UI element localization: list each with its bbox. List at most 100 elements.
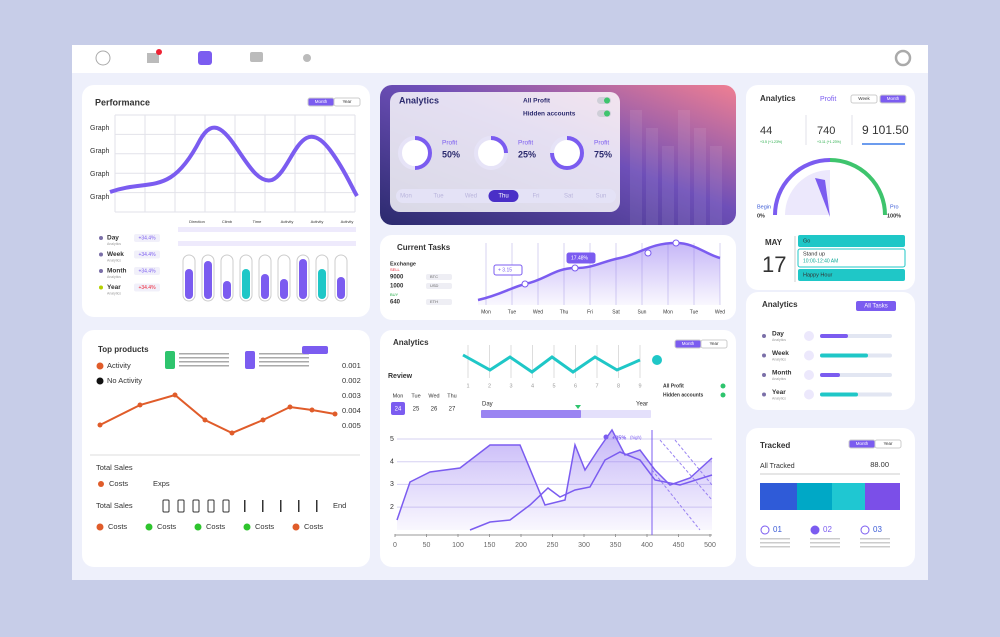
day-label[interactable]: Fri — [533, 194, 540, 200]
tab-label[interactable]: Month — [315, 99, 328, 104]
nav-analytics[interactable] — [198, 51, 212, 65]
panel-subtitle: Profit — [820, 96, 836, 103]
panel-title: Performance — [95, 97, 150, 107]
button[interactable] — [856, 301, 896, 311]
slot-tick — [280, 500, 282, 512]
tab[interactable] — [333, 97, 361, 107]
legend-label: Week — [107, 251, 124, 258]
meter-fill — [261, 274, 269, 299]
tracked-block — [832, 483, 865, 510]
tab[interactable] — [700, 339, 728, 349]
field — [426, 274, 452, 280]
product-line — [179, 357, 229, 359]
gauge-right — [829, 158, 887, 216]
item-line — [860, 542, 890, 544]
tab[interactable] — [874, 439, 902, 449]
date[interactable]: 25 — [413, 407, 420, 413]
ring-label: Profit — [442, 140, 457, 147]
nav-bar — [72, 45, 928, 73]
nav-messages[interactable] — [250, 52, 263, 62]
gauge-needle — [815, 178, 830, 217]
legend-dot — [145, 523, 153, 531]
range-handle — [575, 405, 581, 409]
legend-dot — [99, 236, 103, 240]
tracked-block — [797, 483, 832, 510]
legend-sub: Analytics — [107, 291, 121, 295]
nav-badge — [156, 49, 162, 55]
ring-label: Profit — [594, 140, 609, 147]
meter-fill — [318, 269, 326, 299]
currency: BTC — [430, 274, 438, 279]
slot-tick — [316, 500, 318, 512]
wave-line — [462, 353, 641, 374]
nav-profile[interactable] — [95, 50, 111, 66]
axis-label: 0.004 — [342, 406, 361, 415]
tab-label[interactable]: Year — [342, 99, 352, 104]
event[interactable] — [798, 269, 905, 281]
x-label: Tue — [508, 309, 517, 315]
value: 88.00 — [870, 460, 889, 469]
legend-dot — [99, 269, 103, 273]
tab-label[interactable]: Month — [856, 441, 869, 446]
progress-fill — [820, 334, 848, 338]
meter-fill — [337, 277, 345, 299]
label: Exchange — [390, 261, 416, 267]
building — [710, 146, 722, 225]
axis-label: Graph — [90, 148, 110, 155]
panel-title: Tracked — [760, 441, 790, 450]
product-line — [259, 361, 309, 363]
day-label[interactable]: Thu — [498, 194, 508, 200]
event-title: Stand up — [803, 251, 825, 257]
day-active[interactable] — [488, 190, 519, 202]
product-line — [259, 357, 309, 359]
event[interactable] — [797, 248, 906, 268]
panel-title: Analytics — [762, 300, 798, 309]
item-line — [810, 546, 840, 548]
x-label: Fri — [587, 309, 593, 315]
day-label[interactable]: Sun — [596, 194, 607, 200]
calendar-day: 17 — [762, 252, 786, 277]
legend-value: +34.4% — [138, 268, 156, 274]
tab-label[interactable]: Month — [887, 96, 900, 101]
date[interactable]: 24 — [395, 407, 402, 413]
date[interactable]: 27 — [449, 407, 456, 413]
tab-label[interactable]: Month — [682, 341, 695, 346]
nav-home[interactable] — [147, 53, 159, 63]
nav-settings[interactable] — [894, 49, 912, 67]
label: Costs — [108, 522, 127, 531]
legend-dot — [99, 285, 103, 290]
nav-users[interactable] — [303, 54, 311, 62]
label: Costs — [206, 522, 225, 531]
day-label[interactable]: Tue — [433, 194, 444, 200]
date[interactable]: 26 — [431, 407, 438, 413]
product-line — [259, 365, 309, 367]
point — [644, 249, 652, 257]
x-tick-label: 200 — [515, 542, 527, 549]
x-label: Mon — [481, 309, 491, 315]
ring-value: 75% — [594, 149, 612, 159]
row-label: Year — [772, 389, 786, 396]
date-active[interactable] — [391, 402, 405, 415]
event[interactable] — [798, 235, 905, 247]
ring-label: Profit — [518, 140, 533, 147]
x-tick-label: 500 — [704, 542, 716, 549]
meter-fill — [223, 281, 231, 299]
x-tick-label: 450 — [673, 542, 685, 549]
legend-label: Activity — [107, 361, 131, 370]
day-label[interactable]: Wed — [465, 194, 477, 200]
tasks-area — [478, 243, 720, 305]
toggle-dot — [720, 392, 726, 398]
button-label[interactable]: All Tasks — [864, 304, 888, 310]
label: End — [333, 501, 346, 510]
tab-label[interactable]: Year — [709, 341, 719, 346]
tab[interactable] — [879, 94, 907, 104]
day-label[interactable]: Sat — [564, 194, 573, 200]
tab[interactable] — [850, 94, 878, 104]
tab-label[interactable]: Week — [858, 96, 870, 101]
day-label[interactable]: Mon — [400, 194, 412, 200]
legend-value: +34.4% — [138, 252, 156, 258]
wave-label: 4 — [531, 383, 534, 389]
tab-label[interactable]: Year — [883, 441, 893, 446]
point — [137, 402, 143, 408]
x-label: Mon — [663, 309, 673, 315]
